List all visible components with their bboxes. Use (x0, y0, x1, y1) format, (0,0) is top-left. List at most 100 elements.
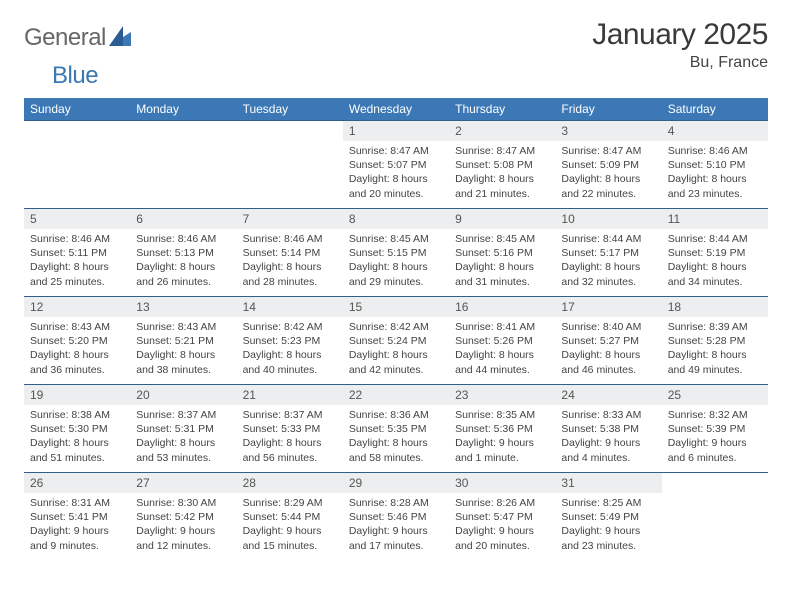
day-detail-line: and 31 minutes. (455, 275, 549, 289)
day-number: 13 (130, 297, 236, 317)
day-detail-line: Sunset: 5:31 PM (136, 422, 230, 436)
day-detail-line: and 20 minutes. (349, 187, 443, 201)
day-details: Sunrise: 8:32 AMSunset: 5:39 PMDaylight:… (662, 405, 768, 469)
weekday-header-cell: Sunday (24, 98, 130, 121)
day-details: Sunrise: 8:44 AMSunset: 5:19 PMDaylight:… (662, 229, 768, 293)
day-detail-line: Sunrise: 8:46 AM (243, 232, 337, 246)
calendar-day-cell: 10Sunrise: 8:44 AMSunset: 5:17 PMDayligh… (555, 209, 661, 297)
day-number: 22 (343, 385, 449, 405)
brand-mark-icon (109, 26, 131, 51)
day-detail-line: Sunrise: 8:29 AM (243, 496, 337, 510)
day-detail-line: Sunrise: 8:46 AM (136, 232, 230, 246)
day-number: 20 (130, 385, 236, 405)
day-details: Sunrise: 8:47 AMSunset: 5:07 PMDaylight:… (343, 141, 449, 205)
day-detail-line: Sunset: 5:20 PM (30, 334, 124, 348)
day-detail-line: and 58 minutes. (349, 451, 443, 465)
calendar-day-cell: 22Sunrise: 8:36 AMSunset: 5:35 PMDayligh… (343, 385, 449, 473)
day-number: 24 (555, 385, 661, 405)
day-details: Sunrise: 8:25 AMSunset: 5:49 PMDaylight:… (555, 493, 661, 557)
calendar-day-cell: 16Sunrise: 8:41 AMSunset: 5:26 PMDayligh… (449, 297, 555, 385)
day-detail-line: and 23 minutes. (668, 187, 762, 201)
day-detail-line: Daylight: 8 hours (455, 348, 549, 362)
weekday-header-cell: Saturday (662, 98, 768, 121)
day-details: Sunrise: 8:35 AMSunset: 5:36 PMDaylight:… (449, 405, 555, 469)
day-number: 27 (130, 473, 236, 493)
day-details: Sunrise: 8:31 AMSunset: 5:41 PMDaylight:… (24, 493, 130, 557)
day-number: 14 (237, 297, 343, 317)
day-detail-line: Daylight: 9 hours (561, 524, 655, 538)
day-detail-line: Sunset: 5:41 PM (30, 510, 124, 524)
day-details: Sunrise: 8:29 AMSunset: 5:44 PMDaylight:… (237, 493, 343, 557)
weekday-header-cell: Monday (130, 98, 236, 121)
calendar-day-cell: 11Sunrise: 8:44 AMSunset: 5:19 PMDayligh… (662, 209, 768, 297)
day-detail-line: Sunset: 5:14 PM (243, 246, 337, 260)
day-detail-line: Sunset: 5:09 PM (561, 158, 655, 172)
day-number: 9 (449, 209, 555, 229)
day-detail-line: and 9 minutes. (30, 539, 124, 553)
calendar-week-row: 12Sunrise: 8:43 AMSunset: 5:20 PMDayligh… (24, 297, 768, 385)
day-detail-line: and 6 minutes. (668, 451, 762, 465)
day-details: Sunrise: 8:39 AMSunset: 5:28 PMDaylight:… (662, 317, 768, 381)
day-detail-line: and 49 minutes. (668, 363, 762, 377)
day-detail-line: Sunset: 5:21 PM (136, 334, 230, 348)
day-detail-line: and 1 minute. (455, 451, 549, 465)
location-subtitle: Bu, France (592, 54, 768, 72)
day-number: 10 (555, 209, 661, 229)
day-detail-line: Daylight: 9 hours (455, 524, 549, 538)
day-detail-line: Sunrise: 8:44 AM (561, 232, 655, 246)
calendar-day-cell: 13Sunrise: 8:43 AMSunset: 5:21 PMDayligh… (130, 297, 236, 385)
calendar-day-cell: 12Sunrise: 8:43 AMSunset: 5:20 PMDayligh… (24, 297, 130, 385)
day-detail-line: Sunrise: 8:47 AM (455, 144, 549, 158)
calendar-day-cell: 15Sunrise: 8:42 AMSunset: 5:24 PMDayligh… (343, 297, 449, 385)
day-detail-line: Sunrise: 8:46 AM (30, 232, 124, 246)
day-details: Sunrise: 8:45 AMSunset: 5:15 PMDaylight:… (343, 229, 449, 293)
day-detail-line: Sunrise: 8:41 AM (455, 320, 549, 334)
day-number: 15 (343, 297, 449, 317)
day-detail-line: Sunset: 5:26 PM (455, 334, 549, 348)
day-details: Sunrise: 8:41 AMSunset: 5:26 PMDaylight:… (449, 317, 555, 381)
day-detail-line: Daylight: 8 hours (136, 348, 230, 362)
day-details: Sunrise: 8:30 AMSunset: 5:42 PMDaylight:… (130, 493, 236, 557)
weekday-header-cell: Tuesday (237, 98, 343, 121)
day-detail-line: Sunset: 5:46 PM (349, 510, 443, 524)
day-detail-line: Sunset: 5:28 PM (668, 334, 762, 348)
day-detail-line: Daylight: 8 hours (455, 172, 549, 186)
calendar-day-cell: 28Sunrise: 8:29 AMSunset: 5:44 PMDayligh… (237, 473, 343, 561)
day-detail-line: Sunset: 5:36 PM (455, 422, 549, 436)
day-detail-line: and 20 minutes. (455, 539, 549, 553)
day-number: 17 (555, 297, 661, 317)
calendar-week-row: 1Sunrise: 8:47 AMSunset: 5:07 PMDaylight… (24, 121, 768, 209)
day-detail-line: and 21 minutes. (455, 187, 549, 201)
day-number: 23 (449, 385, 555, 405)
day-detail-line: Sunrise: 8:37 AM (243, 408, 337, 422)
day-detail-line: Sunrise: 8:35 AM (455, 408, 549, 422)
day-detail-line: Sunset: 5:27 PM (561, 334, 655, 348)
calendar-body: 1Sunrise: 8:47 AMSunset: 5:07 PMDaylight… (24, 121, 768, 561)
day-detail-line: Sunrise: 8:47 AM (349, 144, 443, 158)
day-detail-line: and 42 minutes. (349, 363, 443, 377)
weekday-header-cell: Wednesday (343, 98, 449, 121)
calendar-day-cell: 2Sunrise: 8:47 AMSunset: 5:08 PMDaylight… (449, 121, 555, 209)
page-title: January 2025 (592, 18, 768, 52)
day-details: Sunrise: 8:46 AMSunset: 5:11 PMDaylight:… (24, 229, 130, 293)
day-detail-line: and 22 minutes. (561, 187, 655, 201)
day-detail-line: Daylight: 8 hours (561, 172, 655, 186)
day-details: Sunrise: 8:46 AMSunset: 5:10 PMDaylight:… (662, 141, 768, 205)
day-details: Sunrise: 8:36 AMSunset: 5:35 PMDaylight:… (343, 405, 449, 469)
day-details: Sunrise: 8:33 AMSunset: 5:38 PMDaylight:… (555, 405, 661, 469)
day-number: 4 (662, 121, 768, 141)
calendar-day-cell: 29Sunrise: 8:28 AMSunset: 5:46 PMDayligh… (343, 473, 449, 561)
day-detail-line: Sunrise: 8:39 AM (668, 320, 762, 334)
day-details: Sunrise: 8:44 AMSunset: 5:17 PMDaylight:… (555, 229, 661, 293)
day-number: 16 (449, 297, 555, 317)
brand-logo: General (24, 18, 134, 52)
day-number: 7 (237, 209, 343, 229)
day-detail-line: Sunset: 5:38 PM (561, 422, 655, 436)
day-detail-line: Daylight: 8 hours (561, 260, 655, 274)
day-detail-line: Sunset: 5:35 PM (349, 422, 443, 436)
day-details: Sunrise: 8:46 AMSunset: 5:14 PMDaylight:… (237, 229, 343, 293)
day-detail-line: Sunrise: 8:43 AM (30, 320, 124, 334)
calendar-day-cell: 19Sunrise: 8:38 AMSunset: 5:30 PMDayligh… (24, 385, 130, 473)
day-detail-line: Sunrise: 8:45 AM (455, 232, 549, 246)
day-detail-line: Daylight: 8 hours (243, 348, 337, 362)
